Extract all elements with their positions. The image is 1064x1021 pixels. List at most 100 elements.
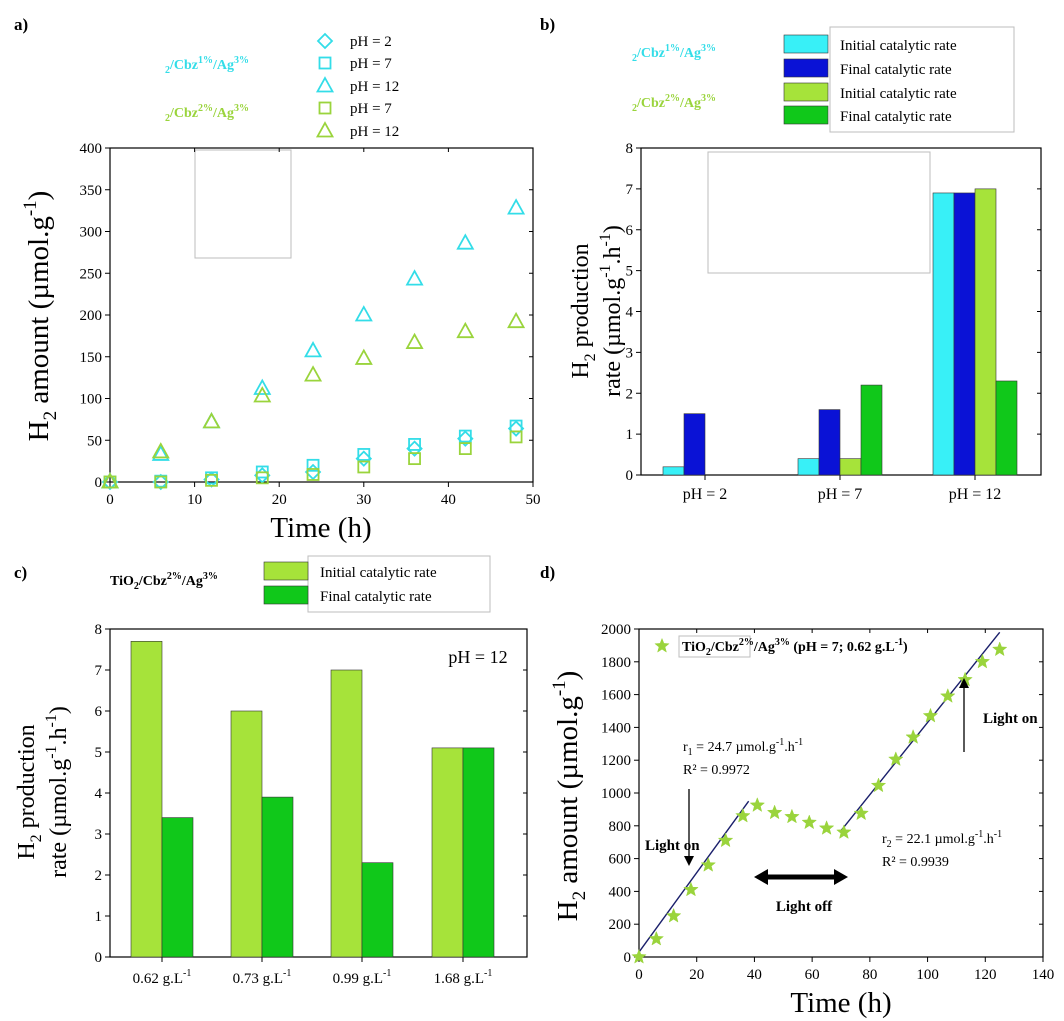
- panel-a-point-s4: [354, 348, 373, 365]
- x-tick-label: 0.99 g.L-1: [333, 968, 392, 987]
- light-off-arrow-left: [754, 869, 768, 885]
- panel-b-empty-box: [707, 151, 931, 274]
- panel-b-legend-group-2: 2/Cbz2%/Ag3%: [632, 93, 716, 114]
- panel-b-legend-frame: [829, 26, 1015, 133]
- panel-d-point: [818, 820, 835, 835]
- panel-d-plot-frame: [638, 628, 1044, 958]
- x-tick-label: 1.68 g.L-1: [434, 968, 493, 987]
- panel-c-bar: [261, 796, 294, 958]
- panel-d-point: [836, 824, 852, 839]
- panel-c-ylabel-1: H2 production: [14, 724, 45, 859]
- panel-b-bar: [683, 413, 706, 476]
- panel-d-light-on-1: Light on: [645, 838, 700, 854]
- panel-a-point-s2: [304, 341, 323, 358]
- y-tick-label: 3: [626, 345, 634, 361]
- panel-c-legend-label: Final catalytic rate: [320, 589, 432, 605]
- y-tick-label: 400: [609, 884, 632, 900]
- y-tick-label: 350: [80, 183, 103, 199]
- panel-d-point: [735, 807, 751, 823]
- panel-c-legend-swatch: [263, 585, 309, 605]
- panel-b-bar: [995, 380, 1018, 476]
- y-tick-label: 1400: [601, 720, 631, 736]
- x-tick-label: pH = 12: [949, 486, 1002, 503]
- panel-a-point-s2: [354, 305, 373, 322]
- y-tick-label: 50: [87, 433, 102, 449]
- panel-a-legend-label: pH = 7: [350, 101, 392, 117]
- panel-c-legend-swatch: [263, 561, 309, 581]
- panel-a-plot-frame: [109, 147, 534, 483]
- x-tick-label: 40: [747, 967, 762, 983]
- panel-d-point: [922, 707, 939, 723]
- panel-b-bar: [932, 192, 955, 476]
- y-tick-label: 800: [609, 819, 632, 835]
- panel-c-bar: [431, 747, 464, 958]
- panel-d-point: [717, 832, 734, 848]
- x-tick-label: pH = 2: [683, 486, 728, 503]
- panel-c-bar: [161, 817, 194, 958]
- y-tick-label: 1600: [601, 688, 631, 704]
- y-tick-label: 3: [95, 827, 103, 843]
- panel-a-point-s4: [151, 442, 170, 459]
- panel-a-label: a): [14, 15, 28, 34]
- panel-a-point-s2: [202, 412, 221, 429]
- y-tick-label: 7: [95, 663, 103, 679]
- panel-d-legend-frame: [678, 635, 751, 658]
- panel-b-bar: [974, 188, 997, 476]
- panel-b-ylabel-1: H2 production: [568, 243, 599, 378]
- y-tick-label: 2: [626, 386, 634, 402]
- x-tick-label: 140: [1032, 967, 1055, 983]
- panel-d-point: [870, 777, 887, 793]
- x-tick-label: 50: [526, 492, 541, 508]
- panel-a-point-s1: [357, 448, 371, 461]
- panel-b-bar: [839, 458, 862, 476]
- panel-d-point: [665, 907, 682, 923]
- panel-d-point: [700, 856, 717, 872]
- y-tick-label: 200: [80, 308, 103, 324]
- panel-a-point-s2: [405, 269, 424, 286]
- panel-a-point-s4: [202, 412, 221, 429]
- x-tick-label: 120: [974, 967, 997, 983]
- panel-b-label: b): [540, 15, 555, 34]
- y-tick-label: 8: [95, 622, 103, 638]
- panel-a-point-s1: [306, 458, 320, 472]
- panel-a-point-s2: [151, 444, 170, 461]
- panel-d-point: [974, 653, 991, 669]
- y-tick-label: 150: [80, 350, 103, 366]
- panel-d-point: [905, 728, 921, 744]
- panel-b-legend-label: Initial catalytic rate: [840, 38, 957, 54]
- panel-d-point: [853, 805, 869, 821]
- panel-a-point-s4: [456, 321, 475, 339]
- x-tick-label: 60: [805, 967, 820, 983]
- y-tick-label: 1: [626, 427, 634, 443]
- panel-d-point: [888, 751, 904, 766]
- y-tick-label: 250: [80, 266, 103, 282]
- panel-a-legend-label: pH = 7: [350, 56, 392, 72]
- y-tick-label: 8: [626, 141, 634, 157]
- panel-d-light-on-2: Light on: [983, 711, 1038, 727]
- panel-d-r2: r2 = 22.1 µmol.g-1.h-1: [882, 829, 1002, 850]
- panel-d-fit-line-2: [840, 631, 1001, 832]
- y-tick-label: 0: [626, 468, 634, 484]
- panel-d-ylabel: H2 amount (µmol.g-1): [549, 671, 590, 922]
- panel-a-point-s3: [357, 460, 371, 474]
- x-tick-label: 80: [862, 967, 877, 983]
- panel-a-legend-marker: [315, 76, 335, 93]
- y-tick-label: 100: [80, 392, 103, 408]
- panel-b-bar: [662, 466, 685, 476]
- panel-a-point-s2: [507, 198, 526, 215]
- panel-d-r1-r2: R² = 0.9972: [683, 763, 750, 778]
- panel-b-legend-group-1: 2/Cbz1%/Ag3%: [632, 43, 716, 64]
- y-tick-label: 1000: [601, 786, 631, 802]
- panel-b-legend-swatch: [783, 58, 829, 78]
- panel-a-legend-marker: [318, 56, 332, 70]
- panel-d-xlabel: Time (h): [790, 987, 891, 1019]
- panel-b-legend-label: Final catalytic rate: [840, 109, 952, 125]
- x-tick-label: 10: [187, 492, 202, 508]
- panel-c-legend-label: Initial catalytic rate: [320, 565, 437, 581]
- panel-a-point-s3: [306, 468, 320, 481]
- panel-d-point: [749, 797, 766, 812]
- panel-d-legend-marker: [654, 637, 670, 653]
- x-tick-label: 0: [635, 967, 643, 983]
- panel-a-point-s3: [255, 471, 269, 485]
- panel-a-point-s3: [408, 452, 421, 466]
